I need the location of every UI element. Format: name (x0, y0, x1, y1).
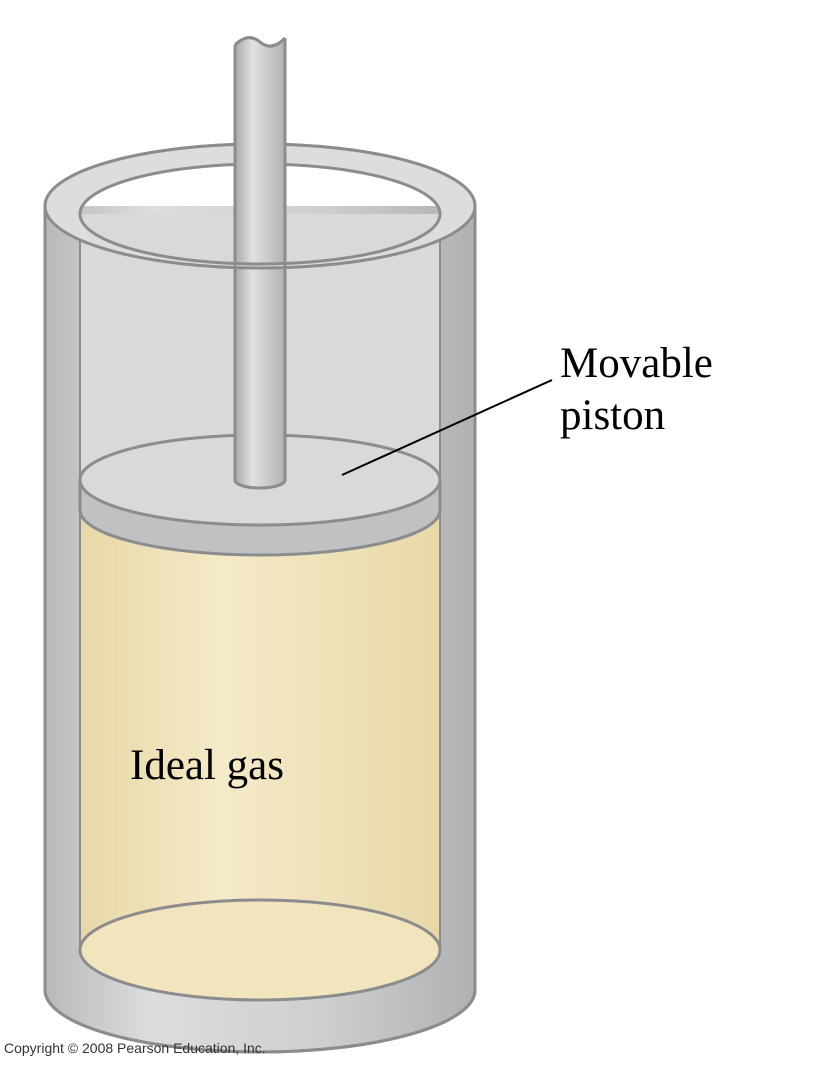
piston-label-line1: Movable piston (560, 340, 713, 439)
copyright-content: Copyright © 2008 Pearson Education, Inc. (4, 1040, 266, 1056)
piston-diagram: Movable piston Ideal gas Copyright © 200… (0, 0, 823, 1080)
rod-over-rim (235, 130, 285, 210)
gas-label-text: Ideal gas (130, 742, 284, 789)
piston-label: Movable piston (560, 338, 713, 441)
gas-bottom (80, 900, 440, 1000)
copyright-text: Copyright © 2008 Pearson Education, Inc. (4, 1040, 266, 1056)
diagram-svg (0, 0, 823, 1080)
gas-label: Ideal gas (130, 740, 284, 792)
